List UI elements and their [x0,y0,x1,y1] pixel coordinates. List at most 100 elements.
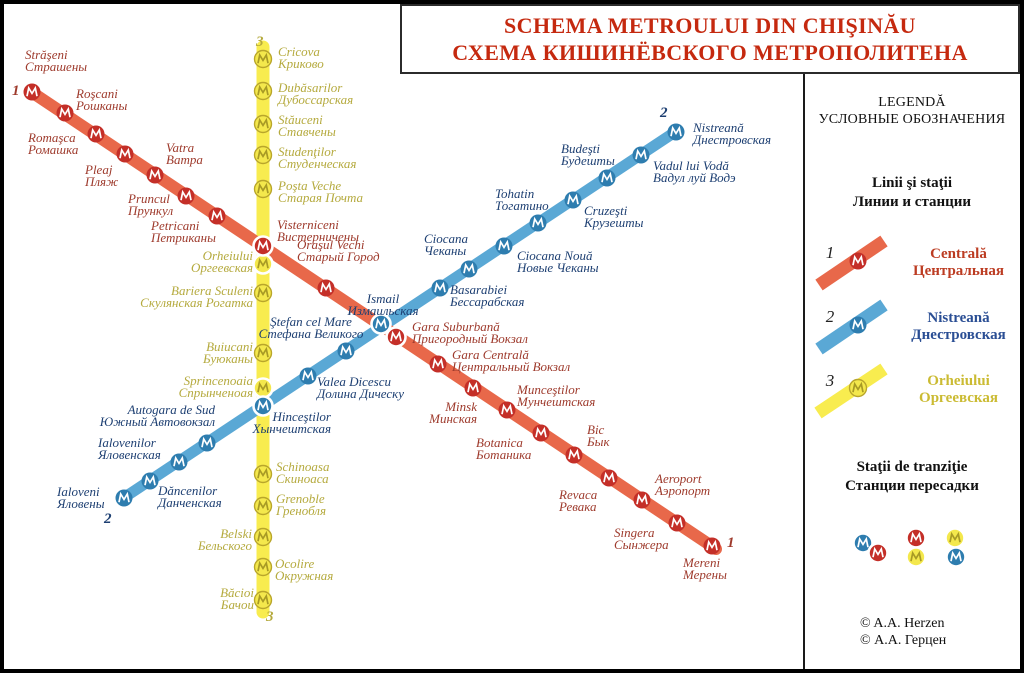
metro-m-icon [498,239,510,251]
station-name-ru: Сынжера [614,536,669,552]
metro-m-icon [434,281,446,293]
station-label: Hinceştilor Хынчештская [253,410,331,435]
station-name-ru: Будешты [561,152,615,168]
metro-m-icon [872,546,884,558]
station-marker [56,104,74,122]
station-name-ro: Ciocana Nouă [517,248,593,263]
station-label: Mereni Мерены [683,556,727,581]
station-label: Botanica Ботаника [476,436,532,462]
metro-m-icon [257,117,269,129]
station-marker [116,145,134,163]
metro-m-icon [302,369,314,381]
station-name-ro: Nistreană [693,120,744,135]
metro-m-icon [144,474,156,486]
station-label: Belski Бельского [198,527,252,552]
line-terminal-number: 2 [660,105,668,121]
metro-m-icon [257,257,269,269]
transfer-example-marker [852,532,874,554]
station-name-ro: Aeroport [655,471,702,486]
station-label: Petricani Петриканы [151,219,216,245]
station-name-ro: Ismail [366,291,400,306]
metro-m-icon [257,52,269,64]
metro-m-icon [603,471,615,483]
legend-line-name-ro: Nistreană [927,310,990,326]
metro-m-icon [390,330,402,342]
station-name-ru: Старая Почта [278,189,363,205]
metro-m-icon [173,455,185,467]
station-name-ru: Вадул луй Водэ [653,169,736,185]
legend-line-name-ru: Центральная [912,263,1005,279]
metro-m-icon [671,516,683,528]
metro-m-icon [432,357,444,369]
metro-m-icon [257,399,269,411]
station-name-ro: Budeşti [561,141,600,156]
station-label: Nistreană Днестровская [693,120,772,147]
station-name-ro: Minsk [445,399,477,414]
station-name-ro: Orheiului [202,248,253,263]
metro-m-icon [211,209,223,221]
map-title-russian: СХЕМА КИШИНЁВСКОГО МЕТРОПОЛИТЕНА [452,40,968,65]
metro-m-icon [950,550,962,562]
station-name-ru: Южный Автовокзал [99,413,215,429]
station-marker [498,401,516,419]
station-name-ro: Ocolire [275,556,315,571]
station-marker [253,590,273,610]
copyright-line-latin: © A.A. Herzen [860,616,945,631]
station-name-ro: Dăncenilor [158,483,218,498]
station-name-ru: Оргеевская [190,259,253,275]
station-name-ru: Крузешты [584,214,644,230]
station-marker [253,114,273,134]
station-name-ru: Скулянская Рогатка [140,294,253,310]
station-marker [564,191,582,209]
station-marker [632,146,650,164]
station-name-ru: Ботаника [476,446,532,462]
station-name-ro: Studenţilor [278,144,336,159]
metro-m-icon [706,539,718,551]
station-label: Gara Suburbană Пригородный Вокзал [412,319,528,346]
station-name-ru: Минская [429,410,477,426]
station-name-ru: Ромашка [28,141,79,157]
station-name-ru: Буюканы [203,350,253,366]
station-marker [495,237,513,255]
station-label: Pruncul Прункул [128,192,174,218]
legend-sample-marker [848,378,868,398]
station-label: Tohatin Тогатино [495,187,549,212]
station-name-ru: Ватра [166,151,203,167]
station-marker [177,187,195,205]
metro-m-icon [501,403,513,415]
station-name-ru: Страшены [25,58,88,74]
station-name-ro: Gara Suburbană [412,319,500,334]
station-name-ro: Ialovenilor [98,435,156,450]
metro-m-icon [257,499,269,511]
line-path-nistreana [116,124,684,505]
station-name-ru: Петриканы [151,229,216,245]
station-marker [115,489,133,507]
transfer-example-marker [867,542,889,564]
transfer-example-marker [905,527,927,549]
legend-line-name: Centrală Центральная [898,246,1019,280]
metro-m-icon [910,531,922,543]
metro-m-icon [910,550,922,562]
station-name-ru: Пригородный Вокзал [412,330,528,346]
station-name-ru: Бессарабская [450,293,525,309]
station-name-ro: Bic [587,422,605,437]
station-label: Ialoveni Яловены [57,485,105,510]
legend-transfer-heading-ru: Станции пересадки [845,477,979,494]
station-marker [317,279,335,297]
station-label: Dăncenilor Данченская [158,483,222,509]
station-name-ru: Днестровская [693,131,772,147]
transfer-example-marker [945,546,967,568]
station-label: Oraşul Vechi Старый Город [297,238,380,263]
line-terminal-number: 1 [727,535,735,551]
station-name-ro: Băcioi [220,585,254,600]
station-marker [370,313,392,335]
station-label: Autogara de Sud Южный Автовокзал [99,403,215,429]
station-marker [253,81,273,101]
station-name-ro: Străşeni [25,47,68,62]
station-label: Ocolire Окружная [275,556,333,582]
station-name-ru: Прункул [128,202,174,218]
station-name-ru: Чеканы [424,242,467,258]
station-label: Revaca Ревака [559,488,597,513]
station-marker [253,283,273,303]
